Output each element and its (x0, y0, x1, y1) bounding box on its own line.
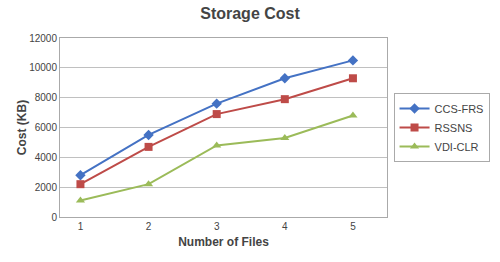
svg-text:1: 1 (78, 221, 84, 232)
svg-text:CCS-FRS: CCS-FRS (435, 103, 484, 115)
svg-text:0: 0 (51, 212, 57, 223)
svg-text:Cost (KB): Cost (KB) (15, 100, 29, 155)
svg-text:2000: 2000 (35, 182, 58, 193)
svg-text:Storage Cost: Storage Cost (200, 5, 300, 22)
svg-text:8000: 8000 (35, 92, 58, 103)
svg-text:4: 4 (282, 221, 288, 232)
svg-text:10000: 10000 (29, 62, 57, 73)
svg-text:3: 3 (214, 221, 220, 232)
svg-text:RSSNS: RSSNS (435, 122, 473, 134)
svg-text:2: 2 (146, 221, 152, 232)
svg-text:VDI-CLR: VDI-CLR (435, 141, 479, 153)
svg-text:6000: 6000 (35, 122, 58, 133)
svg-text:5: 5 (350, 221, 356, 232)
svg-text:12000: 12000 (29, 33, 57, 44)
svg-text:Number of Files: Number of Files (178, 235, 269, 249)
svg-text:4000: 4000 (35, 152, 58, 163)
